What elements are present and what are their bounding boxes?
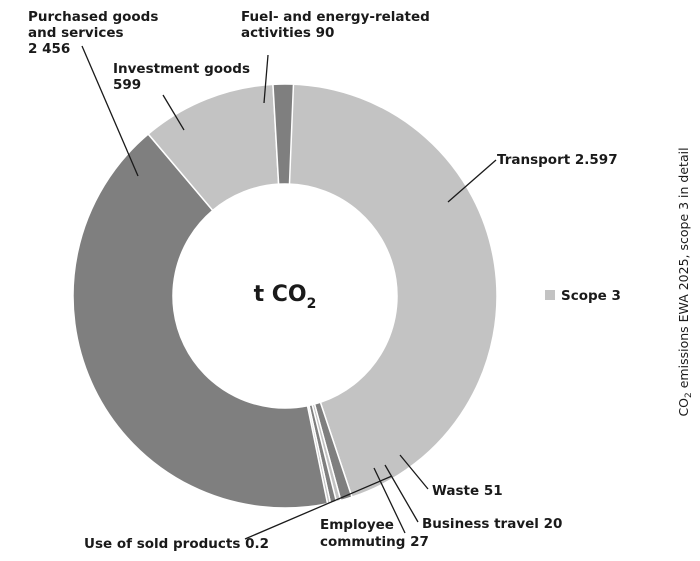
label-use-of-sold-products-line: Use of sold products 0.2 xyxy=(84,536,269,552)
leader-purchased-goods xyxy=(81,45,139,177)
side-title: CO2 emissions EWA 2025, scope 3 in detai… xyxy=(676,147,694,416)
donut-slices xyxy=(72,83,498,509)
label-employee-commuting: Employee commuting 27 xyxy=(320,517,429,550)
side-title-rest: emissions EWA 2025, scope 3 in detail xyxy=(676,147,691,392)
label-investment-goods: Investment goods 599 xyxy=(113,61,250,93)
side-title-prefix: CO xyxy=(676,398,691,417)
label-investment-goods-line: 599 xyxy=(113,77,141,93)
legend-label-scope3: Scope 3 xyxy=(561,288,621,304)
leader-employee-commuting xyxy=(373,467,406,534)
leader-lines xyxy=(81,45,497,540)
label-transport-line: Transport 2.597 xyxy=(497,152,618,168)
label-transport: Transport 2.597 xyxy=(497,152,618,168)
slice-purchased-goods xyxy=(72,132,329,509)
label-employee-commuting-line: Employee xyxy=(320,517,394,533)
leader-use-of-sold-products xyxy=(244,475,393,540)
leader-waste xyxy=(399,454,429,490)
legend-swatch-scope3 xyxy=(545,290,555,300)
center-label-main: t CO xyxy=(254,282,307,307)
leader-transport xyxy=(447,159,497,203)
leader-fuel-energy xyxy=(263,54,269,104)
label-waste: Waste 51 xyxy=(432,483,503,499)
label-purchased-goods-line: and services xyxy=(28,25,124,41)
label-fuel-energy-line: Fuel- and energy-related xyxy=(241,9,430,25)
label-use-of-sold-products: Use of sold products 0.2 xyxy=(84,536,269,552)
center-label-subscript: 2 xyxy=(307,296,317,312)
label-purchased-goods: Purchased goods and services 2 456 xyxy=(28,9,158,57)
label-purchased-goods-line: Purchased goods xyxy=(28,9,158,25)
label-investment-goods-line: Investment goods xyxy=(113,61,250,77)
label-business-travel-line: Business travel 20 xyxy=(422,516,562,532)
label-employee-commuting-line: commuting 27 xyxy=(320,534,429,550)
label-business-travel: Business travel 20 xyxy=(422,516,562,532)
label-fuel-energy-line: activities 90 xyxy=(241,25,334,41)
label-waste-line: Waste 51 xyxy=(432,483,503,499)
label-fuel-energy: Fuel- and energy-related activities 90 xyxy=(241,9,430,41)
leader-investment-goods xyxy=(162,94,185,131)
slice-labels: Transport 2.597 Waste 51 Business travel 2… xyxy=(28,9,618,552)
slice-transport xyxy=(287,83,498,499)
side-title-subscript: 2 xyxy=(684,392,694,398)
center-label: t CO2 xyxy=(254,282,317,312)
label-purchased-goods-line: 2 456 xyxy=(28,41,70,57)
slice-fuel-energy xyxy=(272,83,295,185)
leader-business-travel xyxy=(384,464,419,523)
